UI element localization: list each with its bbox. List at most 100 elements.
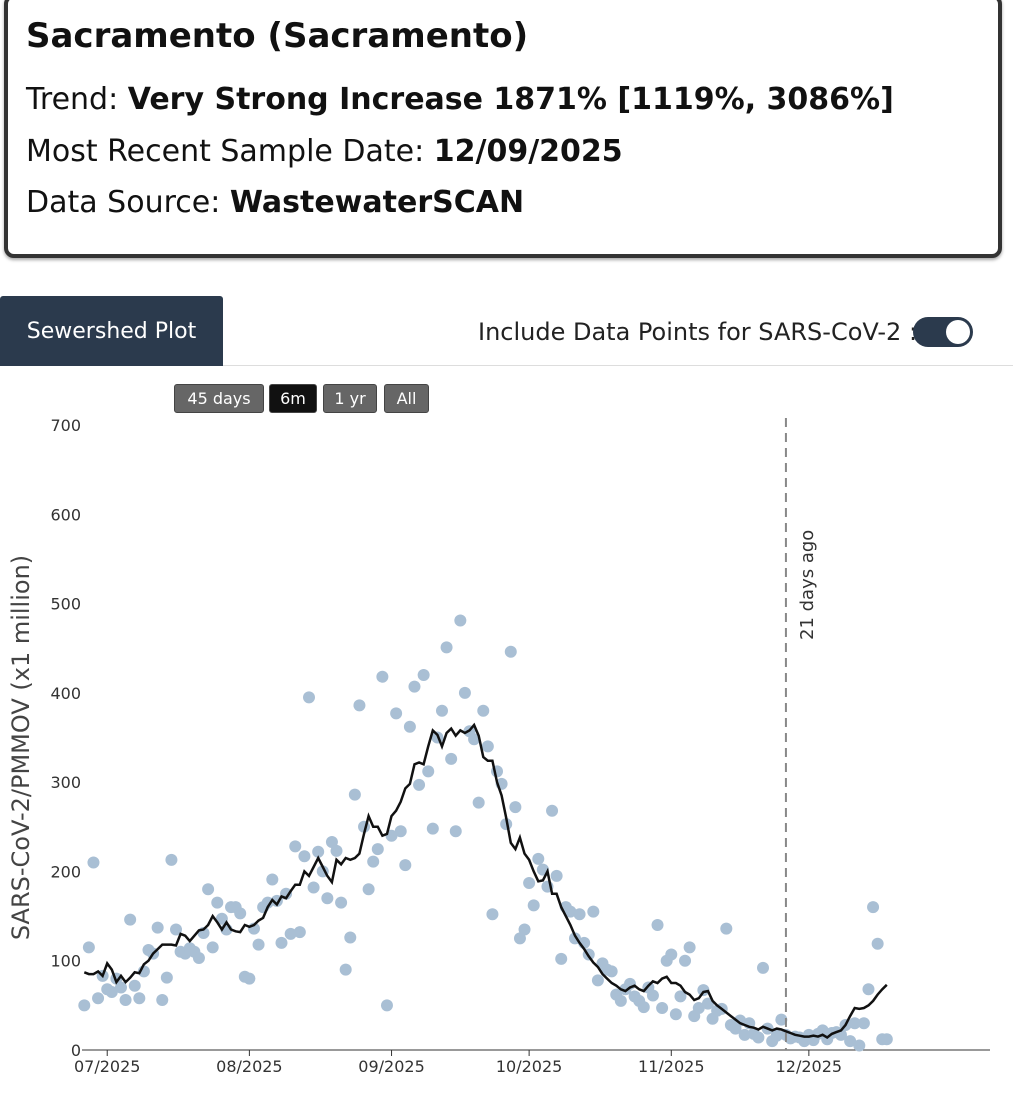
range-45-days-button[interactable]: 45 days: [174, 384, 264, 413]
data-point: [844, 1035, 857, 1048]
data-point: [78, 999, 91, 1012]
trend-line: Trend: Very Strong Increase 1871% [1119%…: [26, 82, 894, 117]
data-point: [87, 856, 100, 869]
data-point: [449, 825, 462, 838]
data-point: [105, 985, 118, 998]
data-point: [275, 936, 288, 949]
data-point: [752, 1031, 765, 1044]
data-point: [816, 1024, 829, 1037]
data-point: [380, 999, 393, 1012]
data-point: [128, 979, 141, 992]
data-point: [390, 707, 403, 720]
x-tick-label: 08/2025: [216, 1057, 282, 1076]
data-point: [266, 873, 279, 886]
data-point: [165, 853, 178, 866]
data-point: [252, 938, 265, 951]
data-point: [376, 670, 389, 683]
data-point: [518, 923, 531, 936]
y-tick-label: 400: [50, 684, 81, 703]
data-point: [367, 855, 380, 868]
vline-label: 21 days ago: [797, 530, 818, 640]
data-point: [348, 788, 361, 801]
data-point: [293, 926, 306, 939]
data-point: [119, 994, 132, 1006]
data-point: [298, 850, 311, 863]
data-point: [862, 983, 875, 996]
data-point: [335, 896, 348, 909]
data-point: [857, 1017, 870, 1030]
range-all-button[interactable]: All: [384, 384, 429, 413]
data-point: [394, 825, 407, 838]
data-source-line: Data Source: WastewaterSCAN: [26, 185, 524, 220]
data-point: [312, 845, 325, 858]
data-point: [550, 869, 563, 882]
data-point: [646, 989, 659, 1002]
data-points-layer: [78, 614, 893, 1052]
data-point: [614, 994, 627, 1007]
data-point: [848, 1017, 861, 1030]
data-point: [481, 740, 494, 753]
data-points-toggle[interactable]: [913, 317, 973, 347]
data-point: [683, 941, 696, 954]
data-point: [413, 778, 426, 791]
site-title: Sacramento (Sacramento): [26, 16, 529, 56]
data-point: [867, 901, 880, 914]
data-point: [871, 937, 884, 950]
data-point: [371, 843, 384, 856]
data-point: [440, 641, 453, 654]
data-point: [738, 1028, 751, 1041]
data-point: [192, 952, 205, 965]
data-point: [486, 908, 499, 921]
trend-line: [83, 722, 888, 1040]
data-point: [454, 614, 467, 627]
data-point: [591, 974, 604, 987]
data-point: [156, 994, 169, 1006]
data-point: [160, 971, 173, 984]
data-point: [692, 1002, 705, 1015]
data-point: [509, 801, 522, 814]
data-point: [202, 883, 215, 896]
data-point: [408, 680, 421, 693]
data-point: [513, 932, 526, 945]
y-tick-label: 300: [50, 773, 81, 792]
data-point: [853, 1039, 866, 1052]
sample-date-line: Most Recent Sample Date: 12/09/2025: [26, 134, 623, 169]
data-point: [261, 896, 274, 909]
y-tick-label: 200: [50, 862, 81, 881]
data-points-toggle-label: Include Data Points for SARS-CoV-2 :: [478, 318, 918, 346]
range-1yr-button[interactable]: 1 yr: [323, 384, 377, 413]
tab-sewershed-plot[interactable]: Sewershed Plot: [0, 296, 223, 366]
data-point: [170, 923, 183, 936]
y-axis: 0 100 200 300 400 500 600 700: [50, 416, 81, 1060]
data-point: [573, 908, 586, 921]
data-point: [417, 669, 430, 681]
data-point: [426, 822, 439, 835]
trend-label: Trend:: [26, 82, 128, 117]
data-point: [546, 804, 559, 817]
tab-divider: [223, 365, 1013, 366]
range-6m-button[interactable]: 6m: [269, 384, 317, 413]
data-point: [555, 952, 568, 965]
data-point: [775, 1013, 788, 1026]
toggle-knob: [946, 320, 970, 344]
data-point: [770, 1029, 783, 1042]
data-point: [445, 752, 458, 765]
data-point: [701, 997, 714, 1010]
x-tick-label: 11/2025: [638, 1057, 704, 1076]
data-point: [303, 691, 315, 704]
data-point: [339, 963, 352, 976]
data-point: [399, 859, 412, 872]
data-point: [720, 922, 733, 935]
sample-date-value: 12/09/2025: [433, 134, 623, 169]
data-point: [674, 990, 687, 1003]
data-point: [880, 1033, 893, 1046]
data-point: [656, 1002, 669, 1015]
x-tick-label: 07/2025: [74, 1057, 140, 1076]
data-point: [403, 720, 416, 733]
data-point: [362, 883, 375, 896]
data-point: [757, 961, 769, 974]
data-point: [325, 835, 338, 848]
data-point: [307, 881, 320, 894]
data-point: [458, 686, 471, 699]
